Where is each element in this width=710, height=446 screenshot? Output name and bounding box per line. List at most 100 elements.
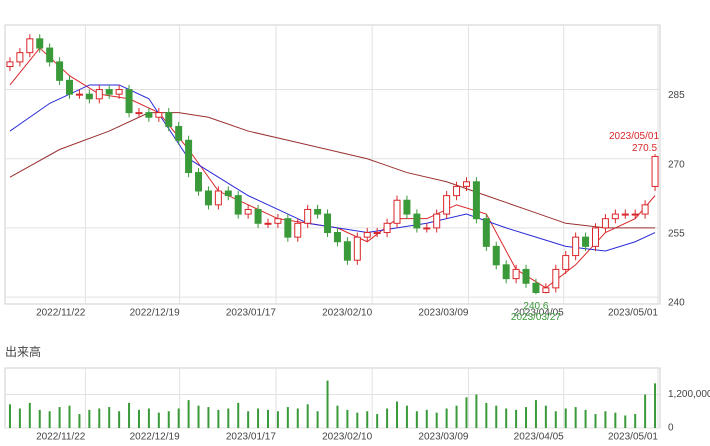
volume-bar — [445, 408, 448, 428]
volume-bar — [137, 409, 140, 428]
volume-bar — [594, 414, 597, 428]
volume-bar — [227, 408, 230, 428]
volume-bar — [237, 402, 240, 428]
candle-body — [46, 47, 54, 63]
candle-body — [324, 213, 332, 234]
candle-body — [66, 79, 74, 95]
candle-body — [363, 232, 371, 238]
volume-bar — [247, 411, 250, 428]
volume-bar — [38, 409, 41, 428]
candle-body — [254, 208, 262, 224]
x-tick-label: 2023/03/09 — [418, 308, 468, 319]
volume-bar — [88, 409, 91, 428]
candle-body — [542, 287, 550, 293]
volume-bar — [644, 394, 647, 428]
candle-body — [105, 89, 113, 95]
candle-body — [383, 222, 391, 234]
volume-bar — [257, 408, 260, 428]
candle-body — [641, 204, 649, 215]
candle-body — [502, 264, 510, 280]
candle-body — [145, 112, 153, 118]
volume-bar — [435, 412, 438, 428]
candle-body — [165, 112, 173, 127]
candle-body — [56, 61, 64, 81]
candle-body — [582, 236, 590, 247]
y-tick-label: 0 — [668, 423, 674, 434]
y-tick-label: 270 — [668, 159, 685, 170]
volume-bar — [286, 407, 289, 428]
candle-body — [274, 218, 282, 224]
volume-bar — [326, 380, 329, 428]
price-frame — [4, 24, 661, 305]
volume-bar — [157, 412, 160, 428]
candle-body — [611, 213, 619, 220]
volume-bar — [564, 408, 567, 428]
volume-bar — [118, 411, 121, 428]
volume-bar — [525, 407, 528, 428]
candle-body — [373, 232, 381, 235]
candle-body — [125, 89, 133, 114]
volume-bar — [356, 412, 359, 428]
volume-bar — [534, 400, 537, 428]
candle-body — [651, 155, 659, 187]
volume-bar — [346, 409, 349, 428]
volume-bar — [405, 405, 408, 428]
candle-body — [443, 195, 451, 215]
candle-body — [562, 255, 570, 270]
volume-bar — [465, 397, 468, 428]
volume-bar — [296, 408, 299, 428]
volume-bar — [515, 409, 518, 428]
candle-body — [462, 181, 470, 187]
candle-body — [353, 236, 361, 261]
candle-body — [26, 38, 34, 54]
volume-bar — [128, 402, 131, 428]
candle-body — [36, 38, 44, 49]
volume-bar — [475, 394, 478, 428]
volume-bar — [495, 405, 498, 428]
volume-bar — [48, 411, 51, 428]
x-tick-label: 2022/11/22 — [36, 308, 86, 319]
volume-bar — [485, 402, 488, 428]
candle-body — [522, 268, 530, 284]
volume-bar — [266, 409, 269, 428]
volume-bar — [108, 407, 111, 428]
candle-body — [333, 232, 341, 243]
volume-bar — [276, 411, 279, 428]
x-tick-label: 2023/01/17 — [226, 308, 276, 319]
volume-bar — [366, 411, 369, 428]
candle-body — [304, 208, 312, 224]
volume-bar — [425, 409, 428, 428]
x-tick-label: 2023/05/01 — [608, 308, 658, 319]
volume-bar — [197, 405, 200, 428]
candle-body — [413, 213, 421, 229]
candle-body — [264, 222, 272, 225]
volume-bar — [624, 415, 627, 428]
candle-body — [472, 181, 480, 220]
candle-body — [16, 52, 24, 63]
moving-average — [9, 84, 656, 252]
candle-body — [234, 195, 242, 215]
candle-body — [343, 241, 351, 261]
x-tick-label: 2023/01/17 — [226, 432, 276, 443]
candle-body — [482, 218, 490, 247]
volume-frame — [4, 367, 661, 429]
candle-body — [492, 245, 500, 266]
candle-body — [244, 208, 252, 215]
moving-average — [9, 47, 656, 289]
x-tick-label: 2023/02/10 — [322, 432, 372, 443]
volume-bar — [207, 407, 210, 428]
volume-bar — [217, 409, 220, 428]
x-tick-label: 2023/04/05 — [514, 432, 564, 443]
volume-bar — [654, 383, 657, 428]
volume-bar — [415, 411, 418, 428]
volume-bar — [18, 408, 21, 428]
x-tick-label: 2022/12/19 — [130, 432, 180, 443]
volume-bar — [634, 414, 637, 428]
volume-bar — [306, 404, 309, 428]
candle-body — [284, 218, 292, 238]
x-tick-label: 2023/02/10 — [322, 308, 372, 319]
volume-bar — [554, 411, 557, 428]
high-value-label: 270.5 — [632, 143, 657, 154]
x-tick-label: 2023/05/01 — [608, 432, 658, 443]
